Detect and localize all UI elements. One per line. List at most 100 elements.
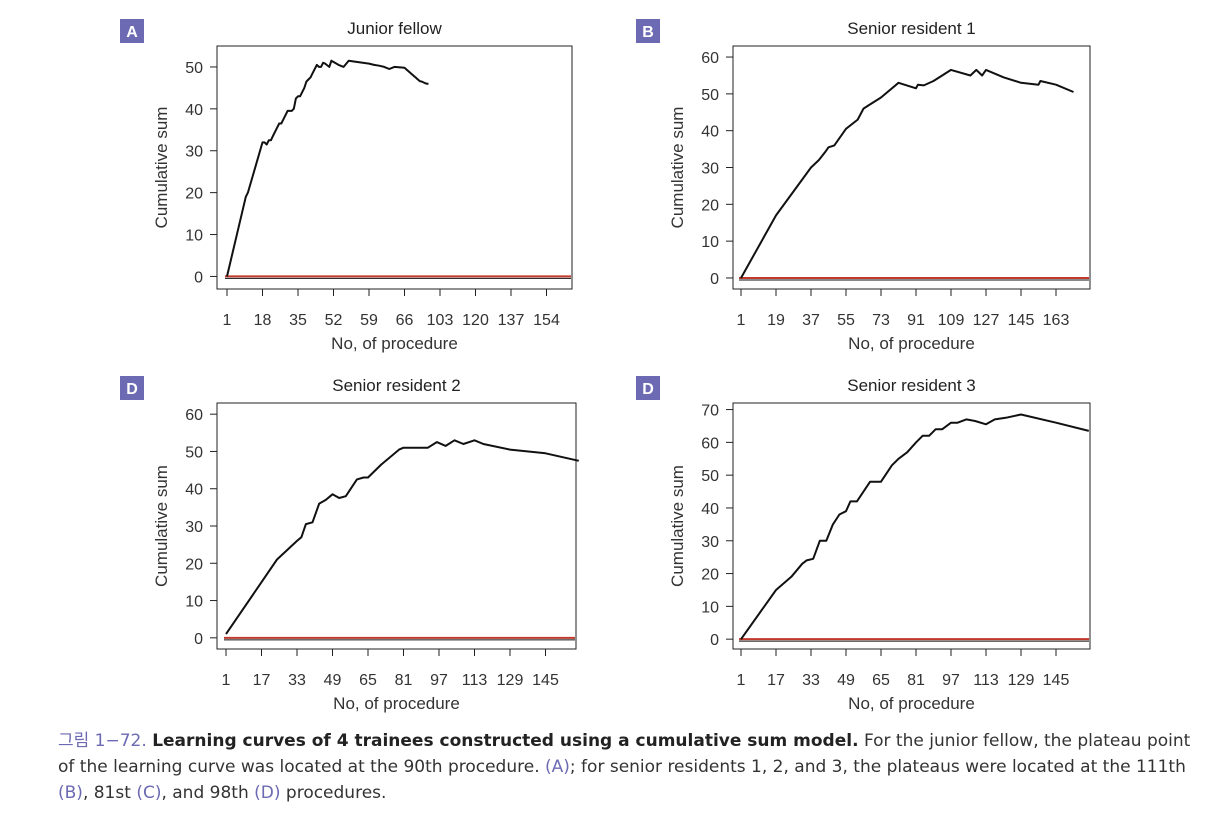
chart-panel-4: D Senior resident 3 0 10 20 30 40 50 60 70 1 17 33 49…: [636, 376, 1091, 713]
caption-ref-c: (C): [136, 783, 162, 803]
y-tick-label: 20: [185, 556, 203, 573]
figure-caption: 그림 1−72. Learning curves of 4 trainees c…: [58, 728, 1198, 806]
x-tick-label: 129: [497, 672, 524, 689]
y-tick-label: 40: [185, 482, 203, 499]
x-axis-label: No, of procedure: [848, 334, 975, 353]
y-tick-label: 50: [701, 87, 719, 104]
caption-ref-b: (B): [58, 783, 83, 803]
chart-panel-3: D Senior resident 2 0 10 20 30 40 50 60 1 17 33 49 65…: [120, 376, 580, 713]
x-tick-label: 81: [907, 672, 925, 689]
y-tick-label: 30: [185, 519, 203, 536]
chart-panel-1: A Junior fellow 0 10 20 30 40 50 1 18 35 52 59 66 103 1…: [120, 19, 573, 353]
x-tick-label: 127: [973, 312, 1000, 329]
x-tick-label: 65: [359, 672, 377, 689]
x-tick-label: 33: [802, 672, 820, 689]
x-tick-label: 37: [802, 312, 820, 329]
y-tick-label: 10: [701, 599, 719, 616]
y-tick-label: 10: [185, 228, 203, 245]
x-tick-label: 59: [360, 312, 378, 329]
y-axis-label: Cumulative sum: [668, 107, 687, 229]
x-tick-label: 163: [1043, 312, 1070, 329]
x-tick-label: 65: [872, 672, 890, 689]
x-tick-label: 97: [430, 672, 448, 689]
plot-frame: [732, 402, 1091, 650]
y-tick-label: 50: [185, 444, 203, 461]
x-tick-label: 91: [907, 312, 925, 329]
x-tick-label: 1: [222, 672, 231, 689]
x-tick-label: 33: [288, 672, 306, 689]
caption-text-4: , and 98th: [161, 783, 249, 803]
x-tick-label: 55: [837, 312, 855, 329]
y-tick-label: 40: [185, 102, 203, 119]
x-tick-label: 49: [837, 672, 855, 689]
x-tick-label: 1: [737, 312, 746, 329]
x-tick-label: 18: [254, 312, 272, 329]
x-tick-label: 35: [289, 312, 307, 329]
cusum-curve-line: [740, 68, 1074, 279]
y-tick-label: 60: [701, 50, 719, 67]
caption-text-5: procedures.: [285, 783, 387, 803]
chart-title: Senior resident 1: [847, 19, 976, 38]
caption-text-3: , 81st: [82, 783, 131, 803]
x-tick-label: 73: [872, 312, 890, 329]
y-axis-label: Cumulative sum: [668, 465, 687, 587]
chart-panel-2: B Senior resident 1 0 10 20 30 40 50 60 1 19 37 55 73…: [636, 19, 1091, 353]
y-tick-label: 50: [701, 468, 719, 485]
x-tick-label: 49: [324, 672, 342, 689]
y-tick-label: 60: [185, 407, 203, 424]
x-tick-label: 113: [973, 672, 999, 689]
chart-title: Senior resident 2: [332, 376, 461, 395]
caption-title: Learning curves of 4 trainees constructe…: [152, 731, 859, 751]
panel-badge-label: D: [126, 381, 138, 398]
y-tick-label: 70: [701, 403, 719, 420]
x-tick-label: 1: [737, 672, 746, 689]
panel-badge: [636, 19, 660, 43]
panel-badge-label: A: [126, 24, 138, 41]
y-tick-label: 20: [185, 186, 203, 203]
panel-badge-label: B: [642, 24, 654, 41]
caption-ref-d: (D): [254, 783, 281, 803]
x-tick-label: 145: [1043, 672, 1070, 689]
caption-text-2: ; for senior residents 1, 2, and 3, the …: [569, 757, 1186, 777]
y-axis-label: Cumulative sum: [152, 465, 171, 587]
y-tick-label: 0: [710, 632, 719, 649]
x-tick-label: 17: [253, 672, 271, 689]
x-tick-label: 81: [395, 672, 413, 689]
y-tick-label: 30: [185, 144, 203, 161]
x-tick-label: 129: [1008, 672, 1035, 689]
y-tick-label: 10: [701, 234, 719, 251]
y-tick-label: 20: [701, 197, 719, 214]
x-tick-label: 103: [427, 312, 454, 329]
y-tick-label: 30: [701, 161, 719, 178]
x-tick-label: 19: [767, 312, 785, 329]
panel-badge-label: D: [642, 381, 654, 398]
y-tick-label: 0: [710, 271, 719, 288]
y-tick-label: 60: [701, 435, 719, 452]
y-tick-label: 40: [701, 501, 719, 518]
panel-badge: [636, 376, 660, 400]
x-tick-label: 145: [1008, 312, 1035, 329]
panel-badge: [120, 376, 144, 400]
x-tick-label: 145: [532, 672, 559, 689]
y-tick-label: 20: [701, 567, 719, 584]
x-tick-label: 120: [462, 312, 489, 329]
x-tick-label: 154: [533, 312, 560, 329]
x-tick-label: 1: [223, 312, 232, 329]
cusum-curve-line: [226, 59, 429, 277]
cusum-curve-line: [225, 439, 580, 635]
chart-title: Senior resident 3: [847, 376, 976, 395]
x-tick-label: 17: [767, 672, 785, 689]
y-tick-label: 0: [194, 269, 203, 286]
x-tick-label: 66: [396, 312, 414, 329]
x-tick-label: 109: [938, 312, 965, 329]
cusum-curve-line: [740, 413, 1090, 640]
y-tick-label: 0: [194, 631, 203, 648]
y-tick-label: 50: [185, 60, 203, 77]
y-tick-label: 30: [701, 534, 719, 551]
x-axis-label: No, of procedure: [331, 334, 458, 353]
x-tick-label: 97: [942, 672, 960, 689]
x-tick-label: 52: [325, 312, 343, 329]
plot-frame: [216, 402, 577, 650]
x-axis-label: No, of procedure: [848, 694, 975, 713]
